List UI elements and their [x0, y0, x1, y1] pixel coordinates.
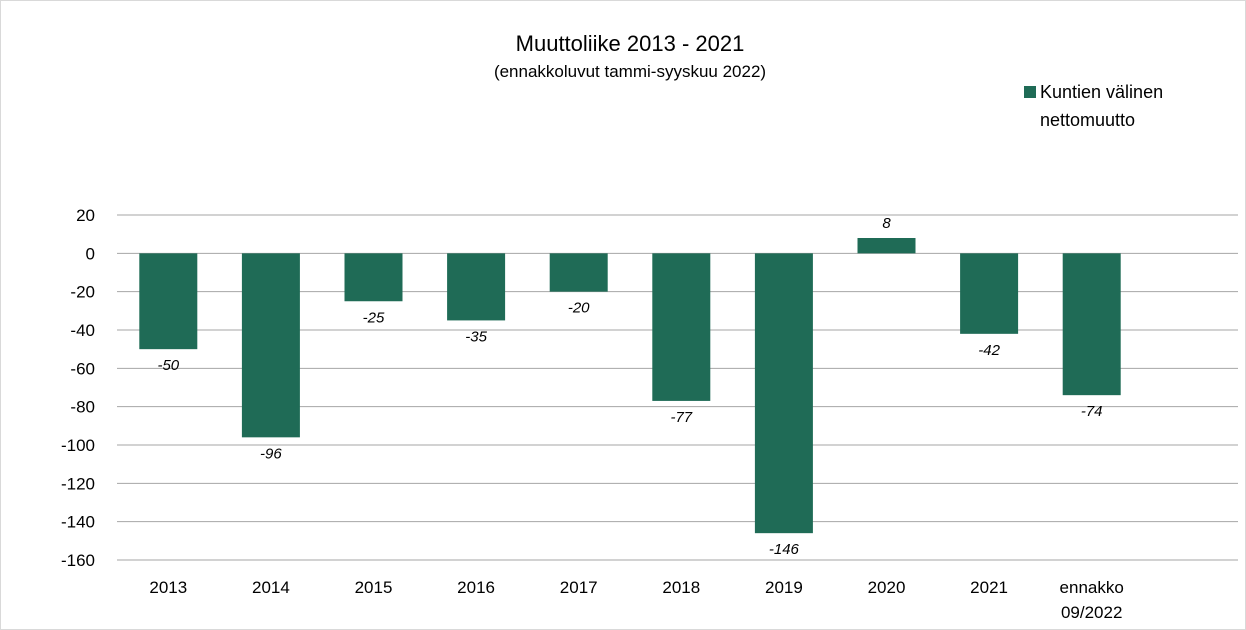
data-label: -20: [568, 300, 590, 317]
y-tick-label: -80: [70, 398, 95, 417]
data-label: -146: [769, 541, 800, 558]
bar: [960, 253, 1019, 334]
data-label: -42: [978, 342, 1000, 359]
bar: [241, 253, 300, 438]
bar: [139, 253, 198, 350]
y-tick-label: -140: [61, 513, 95, 532]
bar: [549, 253, 608, 292]
data-label: -50: [157, 357, 179, 374]
data-label: -35: [465, 328, 487, 345]
y-tick-label: -160: [61, 551, 95, 570]
chart-subtitle: (ennakkoluvut tammi-syyskuu 2022): [494, 62, 766, 81]
data-labels: -50 -96 -25 -35 -20 -77 -146 8 -42 -74: [157, 215, 1102, 558]
x-axis-ticks: 2013 2014 2015 2016 2017 2018 2019 2020 2021 enna…: [149, 578, 1123, 622]
x-tick-label: 2019: [765, 578, 803, 597]
y-tick-label: 0: [86, 244, 95, 263]
gridlines: [117, 214, 1238, 561]
x-tick-label: 2017: [560, 578, 598, 597]
data-label: -25: [363, 309, 385, 326]
x-tick-label: 2021: [970, 578, 1008, 597]
x-tick-label: 09/2022: [1061, 603, 1122, 622]
x-tick-label: 2020: [868, 578, 906, 597]
data-label: -77: [670, 409, 692, 426]
data-label: -96: [260, 445, 282, 462]
bar: [344, 253, 403, 302]
bar: [857, 238, 916, 254]
data-label: 8: [882, 215, 891, 232]
y-tick-label: -100: [61, 436, 95, 455]
x-tick-label: 2015: [355, 578, 393, 597]
legend-label: Kuntien välinen: [1040, 82, 1163, 102]
x-tick-label: ennakko: [1060, 578, 1124, 597]
legend-label: nettomuutto: [1040, 110, 1135, 130]
data-label: -74: [1081, 403, 1103, 420]
bars: [139, 238, 1121, 534]
x-tick-label: 2018: [662, 578, 700, 597]
y-tick-label: 20: [76, 206, 95, 225]
y-tick-label: -60: [70, 359, 95, 378]
bar: [652, 253, 711, 401]
y-tick-label: -20: [70, 283, 95, 302]
y-tick-label: -120: [61, 474, 95, 493]
x-tick-label: 2016: [457, 578, 495, 597]
x-tick-label: 2014: [252, 578, 290, 597]
bar: [1062, 253, 1121, 396]
x-tick-label: 2013: [149, 578, 187, 597]
chart-title: Muuttoliike 2013 - 2021: [516, 31, 745, 56]
legend: Kuntien välinen nettomuutto: [1024, 82, 1163, 130]
y-axis-ticks: 20 0 -20 -40 -60 -80 -100 -120 -140 -160: [61, 206, 95, 570]
bar: [754, 253, 813, 534]
bar: [447, 253, 506, 321]
y-tick-label: -40: [70, 321, 95, 340]
legend-swatch: [1024, 86, 1036, 98]
